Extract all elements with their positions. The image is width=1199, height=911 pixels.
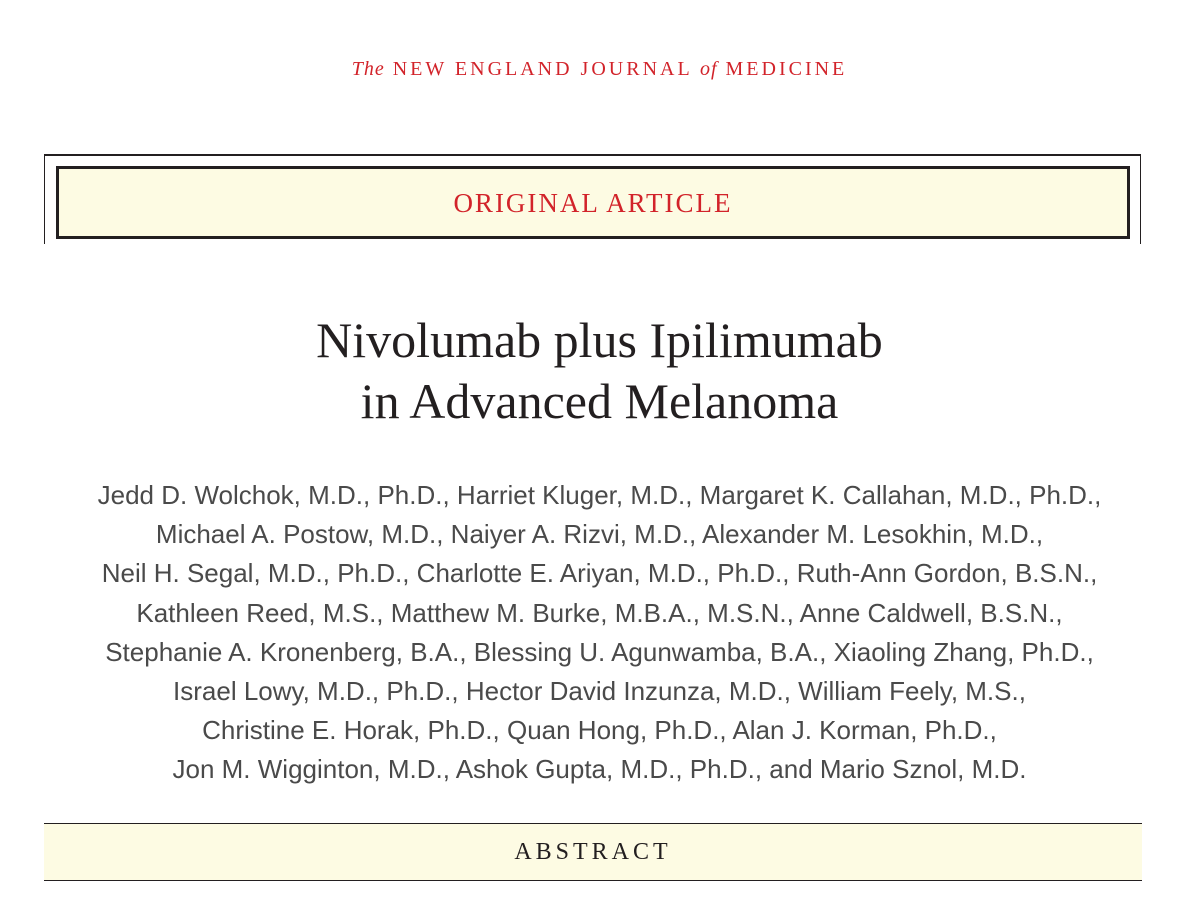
author-list: Jedd D. Wolchok, M.D., Ph.D., Harriet Kl… bbox=[30, 476, 1169, 790]
masthead-the: The bbox=[351, 58, 385, 80]
author-line: Stephanie A. Kronenberg, B.A., Blessing … bbox=[105, 636, 1094, 667]
article-title-line-1: Nivolumab plus Ipilimumab bbox=[316, 312, 883, 368]
author-line: Israel Lowy, M.D., Ph.D., Hector David I… bbox=[173, 676, 1026, 707]
masthead-name-part2: Medicine bbox=[725, 58, 848, 80]
abstract-header-bar: Abstract bbox=[44, 823, 1142, 881]
author-line: Kathleen Reed, M.S., Matthew M. Burke, M… bbox=[136, 597, 1063, 628]
author-line: Christine E. Horak, Ph.D., Quan Hong, Ph… bbox=[202, 715, 997, 746]
author-line: Neil H. Segal, M.D., Ph.D., Charlotte E.… bbox=[101, 558, 1098, 589]
journal-masthead: The New England Journal of Medicine bbox=[0, 58, 1199, 81]
author-line: Jedd D. Wolchok, M.D., Ph.D., Harriet Kl… bbox=[97, 480, 1102, 510]
masthead-of: of bbox=[699, 58, 718, 80]
article-title: Nivolumab plus Ipilimumab in Advanced Me… bbox=[0, 310, 1199, 432]
article-type-frame bbox=[44, 154, 1141, 244]
author-line: Jon M. Wigginton, M.D., Ashok Gupta, M.D… bbox=[172, 754, 1027, 785]
abstract-heading: Abstract bbox=[514, 838, 672, 865]
article-title-line-2: in Advanced Melanoma bbox=[360, 373, 839, 429]
masthead-name-part1: New England Journal bbox=[392, 58, 692, 80]
author-line: Michael A. Postow, M.D., Naiyer A. Rizvi… bbox=[155, 519, 1044, 550]
article-type-label: Original Article bbox=[453, 188, 733, 218]
article-type-banner: Original Article bbox=[56, 166, 1130, 239]
